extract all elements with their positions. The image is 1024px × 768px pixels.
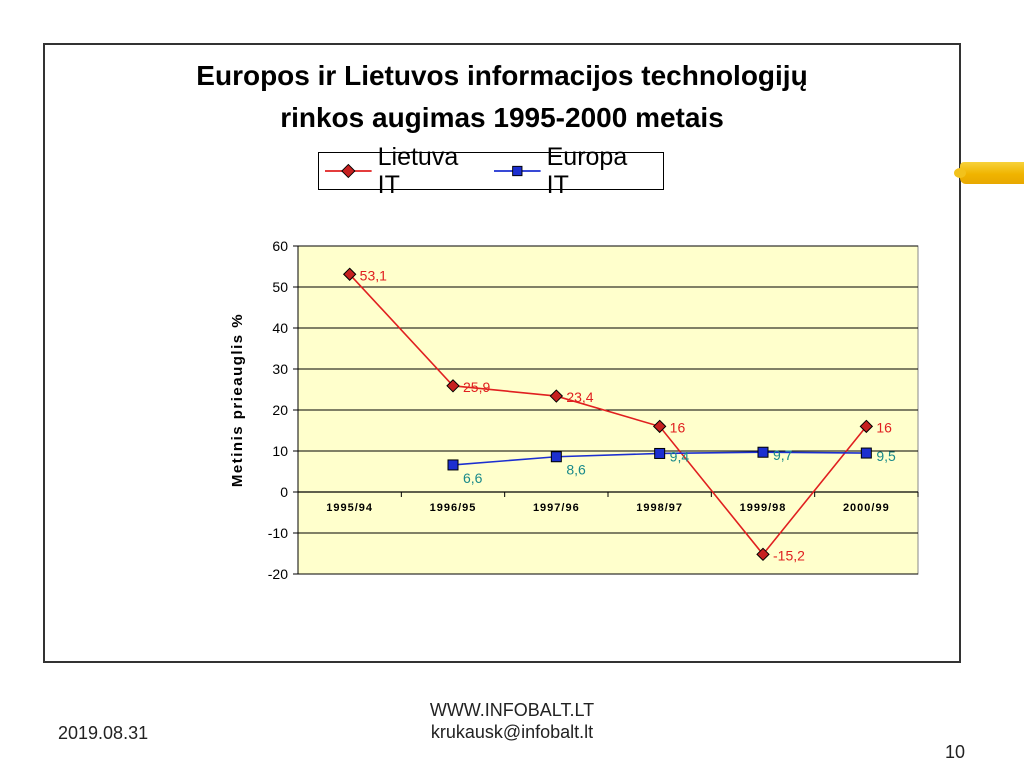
data-point-lietuva [652,419,667,434]
y-tick-label: -20 [268,566,288,582]
y-tick-label: 60 [272,238,288,254]
data-label-lietuva: 23,4 [566,389,593,405]
y-tick-label: 50 [272,279,288,295]
x-tick-label: 1996/95 [430,502,477,514]
y-tick-label: 0 [280,484,288,500]
data-label-europa: 9,4 [670,448,690,464]
legend-swatch-europa [494,165,541,177]
footer-email: krukausk@infobalt.lt [430,722,594,742]
legend-item-europa: Europa IT [494,143,649,199]
data-point-europa [550,451,562,463]
data-point-lietuva [549,389,564,403]
x-tick-label: 1997/96 [533,502,580,514]
data-point-europa [654,447,666,459]
chart-title-line2: rinkos augimas 1995-2000 metais [280,102,724,133]
y-axis-title: Metinis prieauglis % [229,313,246,487]
legend-label-lietuva: Lietuva IT [377,143,459,199]
data-point-lietuva [342,267,357,281]
x-tick-label: 1999/98 [740,502,787,514]
data-point-europa [757,446,769,458]
data-label-lietuva: 25,9 [463,379,490,395]
y-tick-label: 10 [272,443,288,459]
y-tick-label: 20 [272,402,288,418]
x-tick-label: 2000/99 [843,502,890,514]
data-point-europa [447,459,459,471]
data-label-europa: 8,6 [566,462,586,478]
footer-site-block: WWW.INFOBALT.LT krukausk@infobalt.lt [412,699,612,743]
series-line-lietuva [349,273,867,556]
data-label-lietuva: 16 [670,419,686,435]
y-tick-label: 40 [272,320,288,336]
chart-title: Europos ir Lietuvos informacijos technol… [43,55,961,139]
footer-site-url: WWW.INFOBALT.LT [429,700,595,720]
legend-item-lietuva: Lietuva IT [325,143,480,199]
chart-legend: Lietuva IT Europa IT [318,143,664,199]
data-label-lietuva: -15,2 [773,547,805,563]
data-label-lietuva: 16 [876,419,892,435]
data-label-europa: 9,7 [773,447,793,463]
legend-swatch-lietuva [325,163,372,179]
x-tick-label: 1995/94 [326,502,373,514]
footer-date: 2019.08.31 [58,723,149,743]
data-label-europa: 9,5 [876,448,896,464]
decorative-yellow-bar [954,162,1024,184]
data-label-europa: 6,6 [463,470,483,486]
data-point-lietuva [756,547,770,562]
legend-label-europa: Europa IT [546,143,628,199]
y-tick-label: 30 [272,361,288,377]
page-number: 10 [945,742,966,762]
data-point-lietuva [859,419,874,434]
chart-title-line1: Europos ir Lietuvos informacijos technol… [196,60,808,91]
data-label-lietuva: 53,1 [360,267,387,283]
data-point-lietuva [446,379,460,393]
y-tick-label: -10 [268,525,288,541]
data-point-europa [860,447,872,459]
x-tick-label: 1998/97 [636,502,683,514]
